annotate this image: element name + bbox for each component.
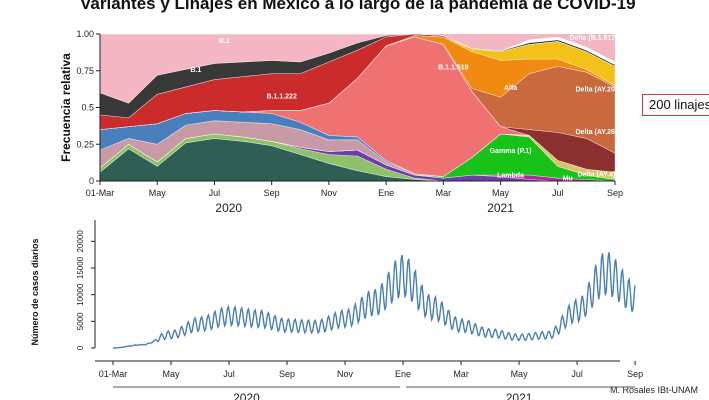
- variant-label: Delta (AY.20): [576, 86, 618, 93]
- lineages-callout: 200 linajes: [642, 94, 709, 116]
- x-tick-label: Jul: [223, 369, 235, 379]
- y-tick-label: 15000: [76, 256, 85, 279]
- variant-label: B.1.1.222: [266, 94, 296, 101]
- variant-label: Delta (AY.4): [577, 172, 615, 179]
- x-tick-label: Jul: [552, 188, 564, 198]
- x-tick-label: Sep: [264, 188, 280, 198]
- variant-label: B.1.1.519: [438, 64, 468, 71]
- y-tick-label: 0: [89, 176, 94, 186]
- x-tick-label: Jul: [209, 188, 221, 198]
- y-tick-label: 5000: [76, 312, 85, 330]
- credit-text: M. Rosales IBt-UNAM: [610, 385, 699, 395]
- y-tick-label: 1.00: [76, 29, 94, 39]
- x-tick-label: Sep: [627, 369, 643, 379]
- variant-label: B.1: [219, 38, 230, 45]
- x-tick-label: Sep: [607, 188, 623, 198]
- area-lineage-17: [100, 33, 616, 66]
- x-tick-label: Mar: [436, 188, 452, 198]
- x-tick-label: Ene: [378, 188, 394, 198]
- daily-cases-line: [113, 252, 636, 349]
- figure-title: Variantes y Linajes en México a lo largo…: [80, 0, 636, 13]
- y-axis-label: Número de casos diarios: [30, 238, 40, 345]
- variant-label: B.1: [190, 67, 201, 74]
- x-tick-label: May: [511, 369, 529, 379]
- variant-label: Delta (AY.26): [576, 129, 618, 136]
- y-tick-label: 0: [76, 345, 85, 350]
- x-tick-label: Nov: [321, 188, 338, 198]
- variant-label: Gamma (P.1): [490, 148, 532, 155]
- y-tick-label: 20000: [76, 230, 85, 253]
- y-tick-label: 10000: [76, 283, 85, 306]
- year-label-2020: 2020: [215, 201, 242, 215]
- variant-label: Mu: [563, 175, 573, 182]
- year-label-2021: 2021: [506, 391, 533, 400]
- y-tick-label: 0.75: [76, 66, 94, 76]
- x-tick-label: 01-Mar: [99, 369, 128, 379]
- variant-label: Delta (B.1.617.2): [569, 35, 623, 42]
- year-label-2020: 2020: [233, 391, 260, 400]
- x-tick-label: May: [149, 188, 167, 198]
- y-axis-label: Frecuencia relativa: [59, 53, 73, 162]
- y-tick-label: 0.25: [76, 139, 94, 149]
- x-tick-label: Ene: [395, 369, 411, 379]
- year-label-2021: 2021: [487, 201, 514, 215]
- y-tick-label: 0.5: [81, 103, 94, 113]
- x-tick-label: Mar: [453, 369, 469, 379]
- variant-label: Lambda: [497, 172, 524, 179]
- x-tick-label: 01-Mar: [86, 188, 115, 198]
- x-tick-label: Sep: [279, 369, 295, 379]
- daily-cases-chart: 0 5000 10000 15000 20000 Número de casos diar…: [30, 220, 643, 400]
- x-tick-label: Nov: [337, 369, 354, 379]
- x-tick-label: May: [492, 188, 510, 198]
- variant-frequency-chart: 0 0.25 0.5 0.75 1.00 Frecuencia relativa 01-Ma…: [59, 29, 623, 215]
- x-tick-label: Jul: [571, 369, 583, 379]
- x-tick-label: May: [163, 369, 181, 379]
- variant-label: Alfa: [504, 85, 517, 92]
